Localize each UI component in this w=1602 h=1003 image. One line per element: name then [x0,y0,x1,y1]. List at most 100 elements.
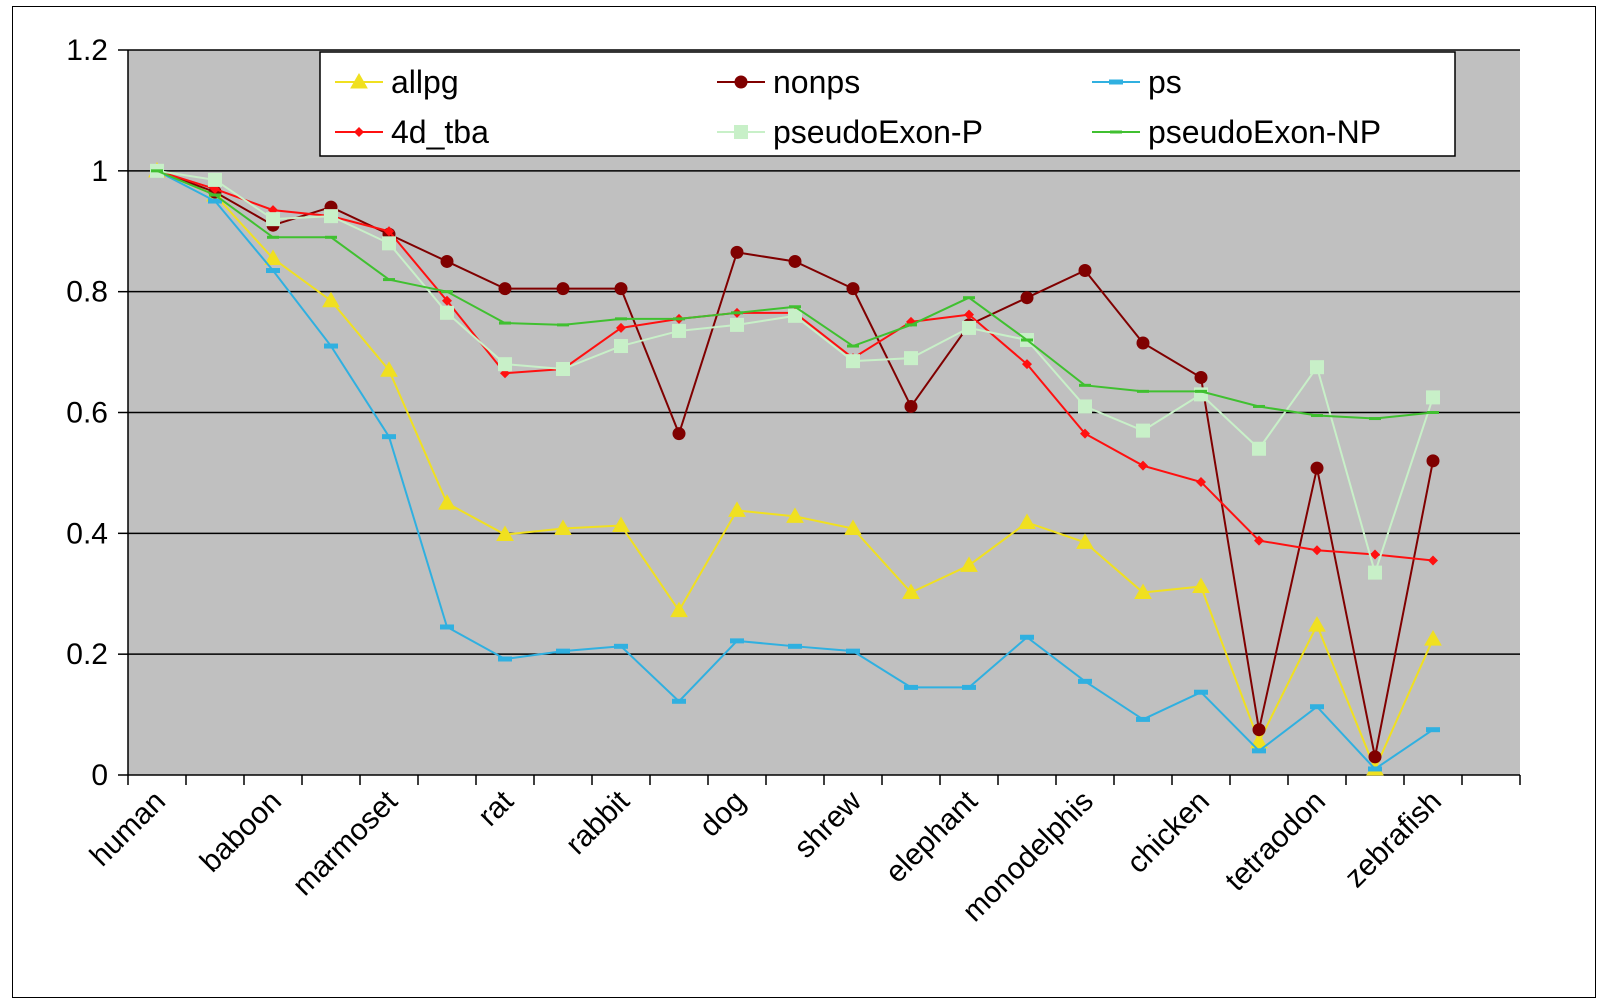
data-point-4d-tba [442,295,452,306]
data-point-allpg [554,519,572,535]
x-tick-label: chicken [1121,785,1216,880]
data-point-pseudoexon-np [151,169,163,173]
y-axis-tick-labels: 0 0.2 0.4 0.6 0.8 1 1.2 [66,34,108,792]
data-point-ps [498,656,512,662]
data-point-allpg [1250,732,1268,749]
data-point-pseudoexon-p [672,323,686,338]
data-point-nonps [672,427,686,441]
data-point-pseudoexon-p [556,362,570,376]
data-point-allpg [1018,513,1036,529]
x-tick-label: rabbit [560,784,637,861]
series-pseudoexon-np [151,169,1439,421]
data-point-ps [1078,678,1092,684]
data-point-ps [904,684,918,690]
y-tick-label: 0.6 [66,397,108,430]
data-point-ps [1368,766,1382,772]
legend-marker-4d-tba [354,127,364,137]
data-point-pseudoexon-np [325,235,337,239]
data-point-pseudoexon-p [730,317,744,332]
data-point-nonps [1078,264,1092,278]
data-point-4d-tba [616,322,626,333]
data-point-ps [1426,727,1440,733]
data-point-pseudoexon-np [383,278,395,282]
data-point-ps [846,648,860,654]
legend-marker-pseudoexon-np [1110,130,1122,134]
data-point-4d-tba [1022,359,1032,370]
data-point-pseudoexon-np [905,323,917,327]
data-point-pseudoexon-p [498,357,512,372]
data-point-pseudoexon-np [441,290,453,294]
legend-entry-allpg: allpg [335,64,459,100]
data-point-ps [1310,704,1324,710]
data-point-allpg [844,519,862,535]
legend-label-4d-tba: 4d_tba [391,114,489,150]
data-point-allpg [322,291,340,308]
legend-label-pseudoexon-np: pseudoExon-NP [1148,114,1381,150]
x-tick-label: marmoset [286,784,404,902]
legend-marker-pseudoexon-p [734,125,748,139]
data-point-allpg [496,525,514,542]
legend: allpg nonps ps 4d_tba pseudoExon-P pseudoExon… [319,51,1456,157]
data-point-ps [788,643,802,649]
data-point-allpg [1076,533,1094,549]
data-point-4d-tba [1196,476,1206,487]
data-point-pseudoexon-p [788,308,802,323]
data-point-pseudoexon-np [557,323,569,327]
x-tick-label: human [84,785,172,873]
data-point-pseudoexon-np [1195,389,1207,393]
data-point-pseudoexon-p [1194,387,1208,402]
data-point-ps [208,198,222,204]
data-point-pseudoexon-np [1079,383,1091,387]
axes [118,49,1521,785]
data-point-pseudoexon-p [1078,399,1092,414]
data-point-allpg [1192,577,1210,593]
legend-entry-nonps: nonps [717,64,860,100]
data-point-nonps [498,282,512,296]
data-point-allpg [728,501,746,517]
data-point-ps [1194,689,1208,695]
data-point-ps [614,643,628,649]
data-point-pseudoexon-p [382,236,396,251]
y-tick-label: 0.2 [66,638,108,671]
data-point-pseudoexon-np [847,344,859,348]
data-point-ps [382,434,396,440]
data-point-4d-tba [1428,555,1438,566]
data-point-ps [1136,716,1150,722]
data-point-ps [266,268,280,274]
data-point-4d-tba [384,226,394,237]
y-tick-label: 0.4 [66,517,108,550]
y-tick-label: 1 [91,155,108,188]
data-point-nonps [440,254,454,268]
data-point-4d-tba [1254,535,1264,546]
x-tick-label: tetraodon [1219,785,1332,898]
data-point-pseudoexon-p [440,305,454,320]
data-point-pseudoexon-p [324,209,338,224]
x-tick-label: baboon [194,785,288,879]
data-point-allpg [1308,616,1326,632]
data-point-pseudoexon-np [789,305,801,309]
data-point-4d-tba [1138,460,1148,471]
data-point-allpg [1134,583,1152,600]
data-point-ps [556,648,570,654]
data-point-nonps [614,282,628,296]
data-point-pseudoexon-np [963,296,975,300]
data-point-pseudoexon-np [673,317,685,321]
data-point-pseudoexon-p [266,212,280,227]
data-point-4d-tba [1080,428,1090,439]
data-point-ps [1020,634,1034,640]
legend-marker-allpg [350,72,368,89]
data-point-pseudoexon-np [1021,338,1033,342]
data-point-allpg [670,601,688,618]
data-point-pseudoexon-np [267,235,279,239]
data-point-allpg [264,249,282,265]
data-point-pseudoexon-np [1253,404,1265,408]
data-point-nonps [1136,336,1150,350]
data-point-pseudoexon-p [208,172,222,187]
data-point-4d-tba [964,309,974,320]
y-tick-label: 1.2 [66,34,108,67]
series-allpg [148,161,1442,776]
x-tick-label: zebrafish [1339,785,1448,894]
data-point-allpg [438,494,456,510]
